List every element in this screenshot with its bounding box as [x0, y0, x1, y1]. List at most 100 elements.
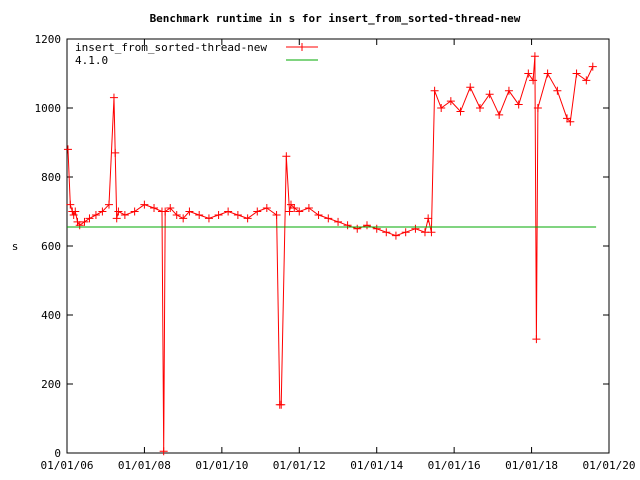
x-tick-label: 01/01/18 [505, 459, 558, 472]
data-point [85, 214, 94, 223]
data-point [262, 204, 271, 213]
data-point [456, 107, 465, 116]
data-point [588, 62, 597, 71]
data-point [290, 204, 299, 213]
y-tick-label: 600 [41, 240, 61, 253]
data-point [582, 76, 591, 85]
data-point [272, 210, 281, 219]
data-point [304, 204, 313, 213]
data-point [485, 90, 494, 99]
data-point [161, 207, 170, 216]
data-point [130, 207, 139, 216]
data-point [314, 210, 323, 219]
data-point [524, 69, 533, 78]
data-point [80, 217, 89, 226]
data-point [430, 86, 439, 95]
series-line-0 [67, 56, 594, 452]
data-point [563, 114, 572, 123]
y-tick-label: 400 [41, 309, 61, 322]
data-point [150, 204, 159, 213]
data-point [427, 228, 436, 237]
data-point [120, 210, 129, 219]
data-point [514, 100, 523, 109]
data-point [224, 207, 233, 216]
data-point [66, 200, 75, 209]
data-point [504, 86, 513, 95]
x-tick-label: 01/01/20 [583, 459, 636, 472]
data-point [353, 224, 362, 233]
x-tick-label: 01/01/08 [118, 459, 171, 472]
data-point [98, 207, 107, 216]
data-point [424, 214, 433, 223]
data-point [334, 217, 343, 226]
x-tick-label: 01/01/10 [195, 459, 248, 472]
y-tick-label: 0 [54, 447, 61, 460]
x-tick-label: 01/01/06 [41, 459, 94, 472]
x-tick-label: 01/01/12 [273, 459, 326, 472]
data-point [295, 207, 304, 216]
legend-label: insert_from_sorted-thread-new [75, 41, 267, 54]
data-point [572, 69, 581, 78]
y-tick-label: 1000 [35, 102, 62, 115]
data-point [233, 210, 242, 219]
data-point [543, 69, 552, 78]
data-point [71, 207, 80, 216]
data-point [159, 447, 168, 456]
legend-marker [298, 43, 306, 51]
data-point [277, 400, 286, 409]
data-point [204, 214, 213, 223]
data-point [75, 221, 84, 230]
y-axis-label: s [12, 240, 19, 253]
data-point [475, 104, 484, 112]
data-point [114, 207, 123, 216]
data-point [253, 207, 262, 216]
data-point [166, 204, 175, 213]
x-axis: 01/01/06 01/01/08 01/01/10 01/01/12 01/01/14… [41, 39, 636, 472]
data-point [109, 93, 118, 102]
data-point [91, 210, 100, 219]
data-point [495, 110, 504, 119]
x-tick-label: 01/01/16 [428, 459, 481, 472]
data-point [391, 231, 400, 240]
data-point [529, 76, 538, 85]
y-tick-label: 1200 [35, 33, 62, 46]
data-point [179, 214, 188, 223]
data-point [243, 214, 252, 223]
y-tick-label: 200 [41, 378, 61, 391]
data-point [362, 221, 371, 230]
x-tick-label: 01/01/14 [350, 459, 403, 472]
series-layer [63, 52, 597, 456]
data-point [111, 148, 120, 157]
data-point [185, 207, 194, 216]
data-point [566, 117, 575, 126]
data-point [466, 83, 475, 92]
y-tick-label: 800 [41, 171, 61, 184]
y-axis: 0 200 400 600 800 1000 1200 [35, 33, 609, 460]
data-point [324, 214, 333, 223]
data-point [372, 224, 381, 233]
data-point [104, 200, 113, 209]
chart-title: Benchmark runtime in s for insert_from_s… [150, 12, 521, 25]
data-point [532, 335, 541, 344]
data-point [446, 97, 455, 106]
data-point [63, 145, 72, 154]
data-point [411, 224, 420, 233]
data-point [214, 210, 223, 219]
data-point [530, 52, 539, 61]
data-point [343, 221, 352, 230]
data-point [140, 200, 149, 209]
data-point [195, 210, 204, 219]
data-point [112, 214, 121, 223]
data-point [437, 104, 446, 112]
data-point [172, 210, 181, 219]
data-point [285, 207, 294, 216]
data-point [382, 228, 391, 237]
data-point [282, 152, 291, 161]
data-point [286, 200, 295, 209]
data-point [69, 210, 78, 219]
data-point [533, 104, 542, 112]
legend-label: 4.1.0 [75, 54, 108, 67]
